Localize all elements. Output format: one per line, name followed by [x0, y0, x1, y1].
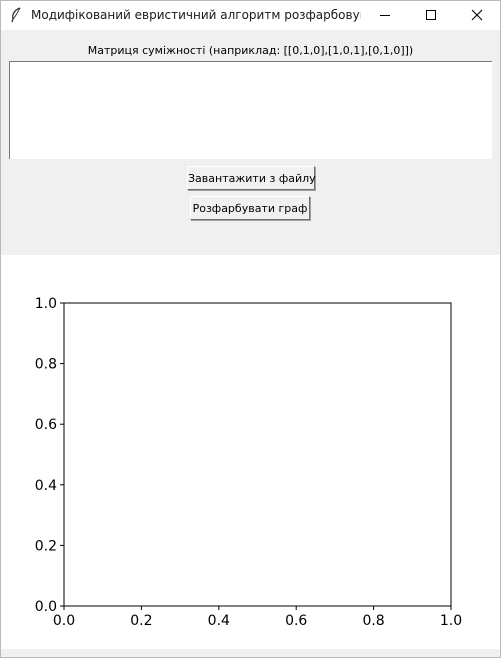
chart-canvas: 0.0 0.2 0.4 0.6 0.8 1.0 0.0 0.2 0.4 0.6 0.8 1.0	[35, 296, 462, 629]
minimize-button[interactable]	[362, 1, 408, 30]
x-tick-label: 0.8	[362, 613, 384, 629]
maximize-icon	[426, 10, 436, 20]
axes-frame	[63, 302, 452, 607]
y-tick-label: 0.8	[35, 357, 57, 373]
x-tick-label: 0.6	[285, 613, 307, 629]
close-icon	[471, 9, 483, 21]
y-tick-label: 0.6	[35, 417, 57, 433]
x-tick-label: 0.4	[208, 613, 230, 629]
y-tick-label: 0.2	[35, 538, 57, 554]
color-graph-button[interactable]: Розфарбувати граф	[190, 196, 310, 220]
x-tick-label: 1.0	[440, 613, 462, 629]
x-tick-label: 0.2	[130, 613, 152, 629]
y-tick-label: 0.4	[35, 478, 57, 494]
title-bar[interactable]: Модифікований евристичний алгоритм розфа…	[1, 1, 500, 30]
bottom-strip	[1, 649, 500, 657]
maximize-button[interactable]	[408, 1, 454, 30]
input-panel: Матриця суміжності (наприклад: [[0,1,0],…	[1, 30, 500, 255]
window-title: Модифікований евристичний алгоритм розфа…	[31, 8, 361, 22]
close-button[interactable]	[454, 1, 500, 30]
matrix-input[interactable]	[9, 61, 492, 159]
plot-area: 0.0 0.2 0.4 0.6 0.8 1.0 0.0 0.2 0.4 0.6 0.8 1.0	[1, 255, 500, 649]
load-from-file-button[interactable]: Завантажити з файлу	[187, 166, 316, 190]
minimize-icon	[380, 15, 390, 16]
y-tick-label: 1.0	[35, 296, 57, 312]
feather-icon	[9, 7, 23, 23]
y-tick-label: 0.0	[35, 599, 57, 615]
x-tick-label: 0.0	[53, 613, 75, 629]
matrix-label: Матриця суміжності (наприклад: [[0,1,0],…	[87, 44, 414, 57]
